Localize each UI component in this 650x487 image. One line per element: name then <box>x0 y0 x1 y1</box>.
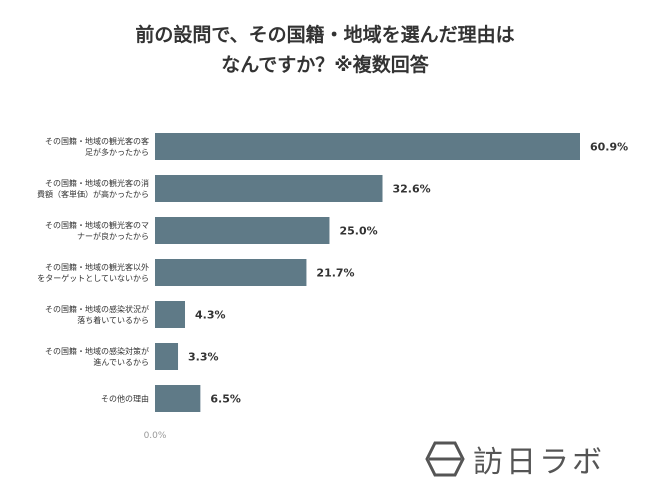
bar <box>155 175 383 202</box>
bar <box>155 133 580 160</box>
bar-value-label: 25.0% <box>339 225 377 238</box>
bars-layer: 60.9% その国籍・地域の観光客の客足が多かったから 32.6% その国籍・地域の観… <box>37 133 628 412</box>
brand-name: 訪日ラボ <box>473 445 605 480</box>
bar <box>155 385 201 412</box>
bar <box>155 301 186 328</box>
x-axis-zero-label: 0.0% <box>144 431 167 441</box>
category-label: その国籍・地域の感染対策が進んでいるから <box>45 346 149 367</box>
hexagon-logo-icon <box>425 441 465 477</box>
bar-value-label: 21.7% <box>316 267 354 280</box>
bar-value-label: 60.9% <box>590 141 628 154</box>
bar <box>155 259 307 286</box>
chart-title-line-2: なんですか？※複数回答 <box>221 54 429 76</box>
category-label: その国籍・地域の観光客のマナーが良かったから <box>45 220 149 241</box>
bar-value-label: 32.6% <box>393 183 431 196</box>
brand-logo: 訪日ラボ <box>425 437 605 481</box>
category-label: その国籍・地域の感染状況が落ち着いているから <box>45 304 149 325</box>
category-label: その国籍・地域の観光客の消費額（客単価）が高かったから <box>37 178 149 199</box>
category-label: その国籍・地域の観光客以外をターゲットとしていないから <box>37 262 149 283</box>
category-label: その他の理由 <box>101 394 149 404</box>
bar-value-label: 4.3% <box>195 309 226 322</box>
bar <box>155 343 179 370</box>
chart-title: 前の設問で、その国籍・地域を選んだ理由は なんですか？※複数回答 <box>0 20 650 80</box>
bar <box>155 217 330 244</box>
bar-value-label: 6.5% <box>210 393 241 406</box>
category-label: その国籍・地域の観光客の客足が多かったから <box>45 136 149 157</box>
bar-value-label: 3.3% <box>188 351 219 364</box>
chart-title-line-1: 前の設問で、その国籍・地域を選んだ理由は <box>135 24 515 46</box>
